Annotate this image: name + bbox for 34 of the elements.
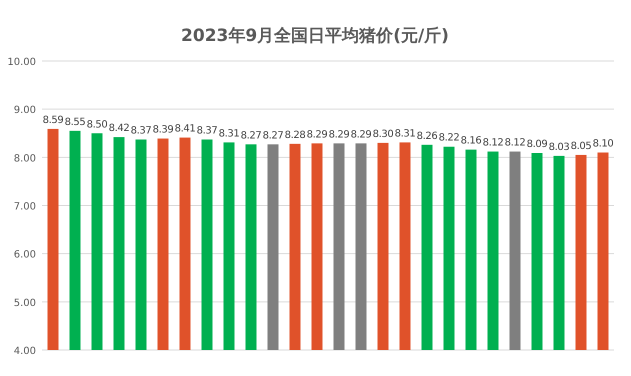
data-label: 8.03 <box>548 142 570 153</box>
data-label: 8.39 <box>152 124 174 136</box>
data-label: 8.42 <box>108 123 130 134</box>
data-label: 8.29 <box>328 129 350 140</box>
data-label: 8.41 <box>174 124 196 135</box>
data-label: 8.59 <box>42 114 64 126</box>
data-label: 8.29 <box>306 129 328 140</box>
data-label: 8.28 <box>284 130 306 141</box>
y-tick-label: 8.00 <box>14 153 36 164</box>
y-tick-label: 9.00 <box>14 105 36 116</box>
data-label: 8.29 <box>350 129 372 140</box>
data-label: 8.10 <box>592 138 614 150</box>
data-label: 8.26 <box>416 130 438 142</box>
data-label: 8.31 <box>394 128 416 140</box>
y-tick-label: 6.00 <box>14 250 36 261</box>
data-label: 8.12 <box>504 138 526 149</box>
data-label: 8.27 <box>262 130 284 142</box>
data-label: 8.37 <box>196 126 218 137</box>
data-label: 8.05 <box>570 140 592 152</box>
data-label: 8.09 <box>526 139 548 150</box>
data-label: 8.16 <box>460 136 482 147</box>
data-label: 8.50 <box>86 119 108 130</box>
data-label: 8.27 <box>240 130 262 142</box>
data-label: 8.12 <box>482 138 504 149</box>
data-label: 8.55 <box>64 116 86 128</box>
data-label: 8.30 <box>372 128 394 140</box>
y-tick-label: 7.00 <box>14 202 36 212</box>
y-tick-label: 10.00 <box>7 57 36 68</box>
chart-title: 2023年9月全国日平均猪价(元/斤) <box>181 26 449 46</box>
y-tick-label: 4.00 <box>14 346 36 357</box>
data-label: 8.31 <box>218 128 240 140</box>
data-label: 8.22 <box>438 132 460 144</box>
y-tick-label: 5.00 <box>14 298 36 309</box>
data-label: 8.37 <box>130 126 152 137</box>
